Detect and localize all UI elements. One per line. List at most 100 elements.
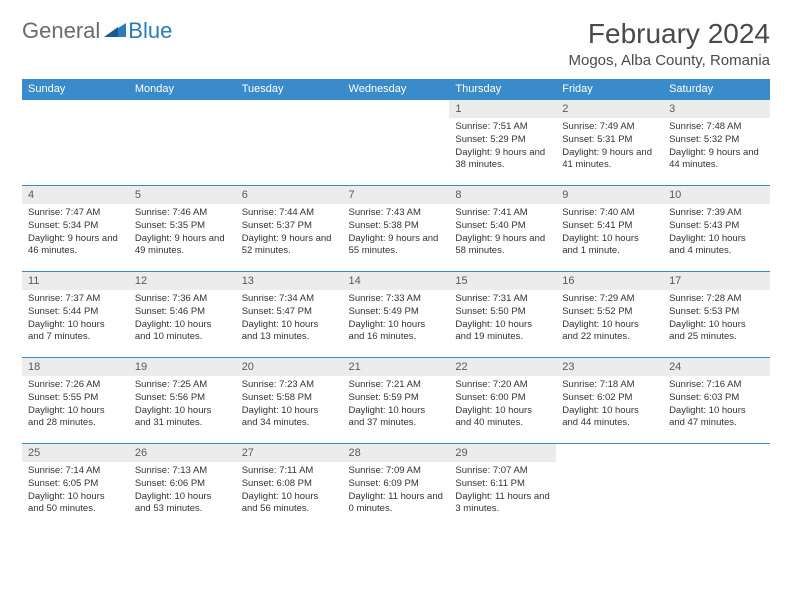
- sunrise-text: Sunrise: 7:09 AM: [349, 465, 444, 478]
- sunset-text: Sunset: 5:31 PM: [562, 134, 657, 147]
- sunrise-text: Sunrise: 7:34 AM: [242, 293, 337, 306]
- day-number: 9: [556, 186, 663, 204]
- weekday-header: Thursday: [449, 79, 556, 100]
- sunrise-text: Sunrise: 7:14 AM: [28, 465, 123, 478]
- calendar-day-cell: 7Sunrise: 7:43 AMSunset: 5:38 PMDaylight…: [343, 186, 450, 272]
- sunset-text: Sunset: 5:38 PM: [349, 220, 444, 233]
- calendar-day-cell: 14Sunrise: 7:33 AMSunset: 5:49 PMDayligh…: [343, 272, 450, 358]
- day-details: Sunrise: 7:40 AMSunset: 5:41 PMDaylight:…: [556, 204, 663, 261]
- weekday-header: Sunday: [22, 79, 129, 100]
- sunrise-text: Sunrise: 7:48 AM: [669, 121, 764, 134]
- weekday-header: Friday: [556, 79, 663, 100]
- calendar-day-cell: 16Sunrise: 7:29 AMSunset: 5:52 PMDayligh…: [556, 272, 663, 358]
- daylight-text: Daylight: 9 hours and 55 minutes.: [349, 233, 444, 259]
- daylight-text: Daylight: 10 hours and 1 minute.: [562, 233, 657, 259]
- daylight-text: Daylight: 10 hours and 28 minutes.: [28, 405, 123, 431]
- sunset-text: Sunset: 5:47 PM: [242, 306, 337, 319]
- day-number: 21: [343, 358, 450, 376]
- day-details: Sunrise: 7:31 AMSunset: 5:50 PMDaylight:…: [449, 290, 556, 347]
- month-title: February 2024: [569, 18, 771, 50]
- day-details: Sunrise: 7:46 AMSunset: 5:35 PMDaylight:…: [129, 204, 236, 261]
- calendar-day-cell: 10Sunrise: 7:39 AMSunset: 5:43 PMDayligh…: [663, 186, 770, 272]
- calendar-day-cell: 27Sunrise: 7:11 AMSunset: 6:08 PMDayligh…: [236, 444, 343, 530]
- daylight-text: Daylight: 11 hours and 3 minutes.: [455, 491, 550, 517]
- sunset-text: Sunset: 5:34 PM: [28, 220, 123, 233]
- sunrise-text: Sunrise: 7:36 AM: [135, 293, 230, 306]
- day-details: Sunrise: 7:20 AMSunset: 6:00 PMDaylight:…: [449, 376, 556, 433]
- day-number: 18: [22, 358, 129, 376]
- calendar-day-cell: 11Sunrise: 7:37 AMSunset: 5:44 PMDayligh…: [22, 272, 129, 358]
- calendar-day-cell: 29Sunrise: 7:07 AMSunset: 6:11 PMDayligh…: [449, 444, 556, 530]
- daylight-text: Daylight: 9 hours and 52 minutes.: [242, 233, 337, 259]
- sunrise-text: Sunrise: 7:40 AM: [562, 207, 657, 220]
- day-number: 22: [449, 358, 556, 376]
- day-details: Sunrise: 7:11 AMSunset: 6:08 PMDaylight:…: [236, 462, 343, 519]
- calendar-week-row: 1Sunrise: 7:51 AMSunset: 5:29 PMDaylight…: [22, 100, 770, 186]
- sunset-text: Sunset: 6:11 PM: [455, 478, 550, 491]
- daylight-text: Daylight: 10 hours and 7 minutes.: [28, 319, 123, 345]
- daylight-text: Daylight: 10 hours and 40 minutes.: [455, 405, 550, 431]
- sunset-text: Sunset: 6:09 PM: [349, 478, 444, 491]
- day-details: Sunrise: 7:39 AMSunset: 5:43 PMDaylight:…: [663, 204, 770, 261]
- day-details: Sunrise: 7:34 AMSunset: 5:47 PMDaylight:…: [236, 290, 343, 347]
- sunset-text: Sunset: 5:46 PM: [135, 306, 230, 319]
- sunrise-text: Sunrise: 7:29 AM: [562, 293, 657, 306]
- day-number: 11: [22, 272, 129, 290]
- sunrise-text: Sunrise: 7:39 AM: [669, 207, 764, 220]
- daylight-text: Daylight: 10 hours and 53 minutes.: [135, 491, 230, 517]
- day-number: 29: [449, 444, 556, 462]
- day-details: Sunrise: 7:14 AMSunset: 6:05 PMDaylight:…: [22, 462, 129, 519]
- calendar-day-cell: 3 Sunrise: 7:48 AMSunset: 5:32 PMDaylight…: [663, 100, 770, 186]
- daylight-text: Daylight: 10 hours and 47 minutes.: [669, 405, 764, 431]
- sunset-text: Sunset: 5:32 PM: [669, 134, 764, 147]
- calendar-day-cell: 24Sunrise: 7:16 AMSunset: 6:03 PMDayligh…: [663, 358, 770, 444]
- sunrise-text: Sunrise: 7:23 AM: [242, 379, 337, 392]
- sunrise-text: Sunrise: 7:51 AM: [455, 121, 550, 134]
- sunset-text: Sunset: 6:06 PM: [135, 478, 230, 491]
- weekday-header: Saturday: [663, 79, 770, 100]
- sunset-text: Sunset: 5:43 PM: [669, 220, 764, 233]
- daylight-text: Daylight: 10 hours and 16 minutes.: [349, 319, 444, 345]
- day-number: 26: [129, 444, 236, 462]
- day-number: 10: [663, 186, 770, 204]
- sunset-text: Sunset: 5:59 PM: [349, 392, 444, 405]
- daylight-text: Daylight: 9 hours and 58 minutes.: [455, 233, 550, 259]
- day-number: 3: [663, 100, 770, 118]
- calendar-day-cell: 8Sunrise: 7:41 AMSunset: 5:40 PMDaylight…: [449, 186, 556, 272]
- daylight-text: Daylight: 10 hours and 31 minutes.: [135, 405, 230, 431]
- logo: General Blue: [22, 18, 172, 44]
- daylight-text: Daylight: 10 hours and 37 minutes.: [349, 405, 444, 431]
- day-number: 4: [22, 186, 129, 204]
- daylight-text: Daylight: 9 hours and 44 minutes.: [669, 147, 764, 173]
- sunrise-text: Sunrise: 7:49 AM: [562, 121, 657, 134]
- day-number: 23: [556, 358, 663, 376]
- calendar-day-cell: 26Sunrise: 7:13 AMSunset: 6:06 PMDayligh…: [129, 444, 236, 530]
- calendar-day-cell: 25Sunrise: 7:14 AMSunset: 6:05 PMDayligh…: [22, 444, 129, 530]
- day-number: 12: [129, 272, 236, 290]
- day-number: 7: [343, 186, 450, 204]
- day-number: 5: [129, 186, 236, 204]
- day-details: Sunrise: 7:41 AMSunset: 5:40 PMDaylight:…: [449, 204, 556, 261]
- day-number: 19: [129, 358, 236, 376]
- calendar-day-cell: 17Sunrise: 7:28 AMSunset: 5:53 PMDayligh…: [663, 272, 770, 358]
- logo-text-general: General: [22, 18, 100, 44]
- day-number: 20: [236, 358, 343, 376]
- sunrise-text: Sunrise: 7:18 AM: [562, 379, 657, 392]
- daylight-text: Daylight: 11 hours and 0 minutes.: [349, 491, 444, 517]
- calendar-day-cell: 18Sunrise: 7:26 AMSunset: 5:55 PMDayligh…: [22, 358, 129, 444]
- day-details: Sunrise: 7:28 AMSunset: 5:53 PMDaylight:…: [663, 290, 770, 347]
- day-details: Sunrise: 7:18 AMSunset: 6:02 PMDaylight:…: [556, 376, 663, 433]
- calendar-day-cell: 23Sunrise: 7:18 AMSunset: 6:02 PMDayligh…: [556, 358, 663, 444]
- sunset-text: Sunset: 5:40 PM: [455, 220, 550, 233]
- day-details: Sunrise: 7:26 AMSunset: 5:55 PMDaylight:…: [22, 376, 129, 433]
- calendar-day-cell: 5Sunrise: 7:46 AMSunset: 5:35 PMDaylight…: [129, 186, 236, 272]
- day-number: 8: [449, 186, 556, 204]
- day-number: 6: [236, 186, 343, 204]
- sunrise-text: Sunrise: 7:47 AM: [28, 207, 123, 220]
- daylight-text: Daylight: 10 hours and 50 minutes.: [28, 491, 123, 517]
- sunset-text: Sunset: 5:44 PM: [28, 306, 123, 319]
- daylight-text: Daylight: 9 hours and 49 minutes.: [135, 233, 230, 259]
- day-details: Sunrise: 7:23 AMSunset: 5:58 PMDaylight:…: [236, 376, 343, 433]
- daylight-text: Daylight: 10 hours and 34 minutes.: [242, 405, 337, 431]
- calendar-empty-cell: [663, 444, 770, 530]
